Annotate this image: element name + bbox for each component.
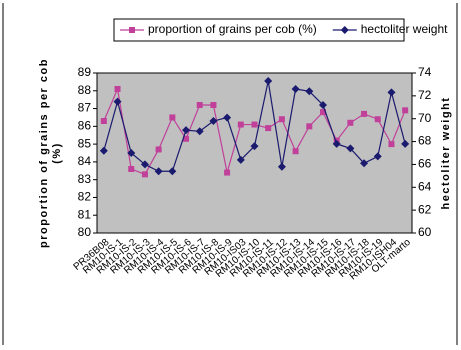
marker [155, 146, 162, 153]
y2-axis-title: hectoliter weight [440, 97, 452, 210]
y-tick-label: 86 [78, 119, 92, 133]
marker [361, 110, 368, 117]
marker [100, 118, 107, 124]
marker [224, 169, 231, 176]
marker [319, 109, 326, 116]
marker [347, 119, 354, 126]
y-axis-title-line: (%) [51, 142, 63, 164]
marker [388, 141, 395, 148]
marker [168, 167, 177, 176]
marker [129, 27, 135, 33]
y-tick-label: 87 [78, 101, 92, 115]
marker [278, 116, 285, 123]
y-tick-label: 89 [78, 65, 92, 79]
marker [223, 113, 232, 122]
y2-tick-label: 66 [418, 157, 432, 171]
legend-label: proportion of grains per cob (%) [148, 22, 317, 36]
marker [250, 142, 259, 151]
marker [305, 87, 314, 96]
y-tick-label: 85 [78, 136, 92, 150]
marker [236, 155, 245, 164]
y-axis-title-line: proportion of grains per cob [38, 58, 50, 248]
y-tick-label: 80 [78, 225, 92, 239]
marker [306, 123, 313, 130]
marker [387, 88, 396, 97]
marker [360, 159, 369, 168]
marker [292, 148, 299, 155]
marker [210, 102, 217, 108]
marker [183, 135, 190, 142]
y2-tick-label: 62 [418, 202, 432, 216]
marker [114, 86, 121, 92]
marker [128, 166, 135, 172]
y2-tick-label: 74 [418, 65, 432, 79]
legend [113, 18, 405, 42]
y-tick-label: 83 [78, 172, 92, 186]
y2-tick-label: 72 [418, 88, 432, 102]
marker [374, 116, 381, 123]
y-tick-label: 88 [78, 83, 92, 97]
marker [237, 121, 244, 128]
marker [291, 85, 300, 93]
marker [373, 152, 382, 161]
y-tick-label: 84 [78, 154, 92, 168]
marker [140, 160, 149, 169]
marker [346, 144, 355, 153]
marker [277, 162, 286, 171]
marker [340, 26, 349, 34]
y2-tick-label: 70 [418, 111, 432, 125]
plot-area [96, 72, 413, 234]
marker [182, 126, 191, 135]
y2-tick-label: 60 [418, 225, 432, 239]
marker [209, 117, 218, 125]
marker [332, 139, 341, 148]
marker [154, 167, 163, 176]
y-tick-label: 81 [78, 207, 92, 221]
marker [264, 77, 273, 85]
marker [196, 102, 203, 108]
y-axis-title: proportion of grains per cob(%) [38, 58, 63, 248]
y-tick-label: 82 [78, 190, 92, 204]
marker [318, 101, 327, 109]
marker [99, 146, 108, 155]
marker [113, 97, 122, 106]
y2-tick-label: 68 [418, 134, 432, 148]
y2-tick-label: 64 [418, 179, 432, 193]
marker [195, 127, 204, 136]
marker [141, 171, 148, 178]
legend-label: hectoliter weight [361, 22, 448, 36]
marker [169, 114, 176, 121]
marker [251, 121, 258, 128]
marker [402, 107, 409, 114]
marker [401, 139, 410, 148]
marker [127, 149, 136, 157]
marker [265, 125, 272, 132]
